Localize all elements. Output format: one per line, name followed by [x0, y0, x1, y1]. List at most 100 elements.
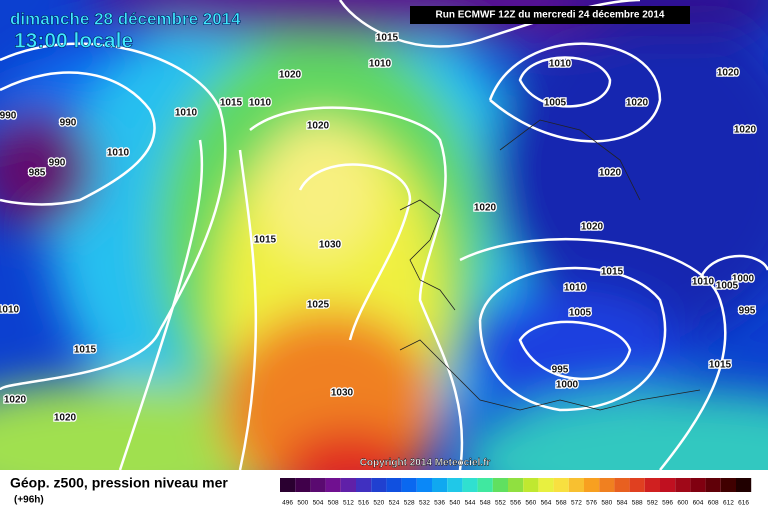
scale-label: 512	[343, 500, 354, 507]
isobars	[0, 0, 768, 471]
isobar-label: 1015	[254, 235, 277, 246]
isobar-label: 1010	[175, 108, 198, 119]
scale-label: 584	[617, 500, 628, 507]
isobar-label: 1020	[279, 70, 302, 81]
scale-label: 572	[571, 500, 582, 507]
isobar-label: 1010	[249, 98, 272, 109]
color-swatch	[340, 478, 356, 492]
color-swatch	[614, 478, 630, 492]
run-box	[410, 6, 690, 24]
isobar-label: 1010	[0, 305, 20, 316]
isobar-label: 1005	[569, 308, 592, 319]
color-swatch	[538, 478, 554, 492]
footer-lead: (+96h)	[14, 495, 44, 506]
isobar-label: 1020	[54, 413, 77, 424]
color-swatch	[675, 478, 691, 492]
scale-label: 540	[449, 500, 460, 507]
scale-label: 524	[389, 500, 400, 507]
color-swatch	[477, 478, 493, 492]
isobar-label: 1015	[376, 33, 399, 44]
scale-label: 600	[677, 500, 688, 507]
isobar-label: 1010	[692, 277, 715, 288]
isobar-label: 995	[552, 365, 569, 376]
color-swatch	[280, 478, 296, 492]
coastlines	[399, 119, 701, 411]
color-swatch	[432, 478, 448, 492]
scale-label: 608	[708, 500, 719, 507]
scale-label: 612	[723, 500, 734, 507]
color-swatch	[584, 478, 600, 492]
color-swatch	[629, 478, 645, 492]
color-swatch	[310, 478, 326, 492]
isobar-label: 1000	[732, 274, 755, 285]
isobar-label: 1030	[331, 388, 354, 399]
color-swatch	[371, 478, 387, 492]
isobar-label: 1020	[474, 203, 497, 214]
color-swatch	[599, 478, 615, 492]
color-swatch	[720, 478, 736, 492]
scale-label: 500	[297, 500, 308, 507]
scale-label: 560	[525, 500, 536, 507]
color-swatch	[523, 478, 539, 492]
scale-label: 604	[693, 500, 704, 507]
color-swatch	[568, 478, 584, 492]
footer-title: Géop. z500, pression niveau mer	[10, 475, 228, 491]
scale-label: 552	[495, 500, 506, 507]
isobar-label: 1010	[549, 59, 572, 70]
isobar-label: 1015	[709, 360, 732, 371]
isobar-label: 990	[0, 111, 17, 122]
isobar-label: 1020	[307, 121, 330, 132]
color-swatch	[553, 478, 569, 492]
scale-label: 564	[541, 500, 552, 507]
scale-label: 596	[662, 500, 673, 507]
scale-label: 508	[328, 500, 339, 507]
scale-label: 520	[373, 500, 384, 507]
scale-label: 576	[586, 500, 597, 507]
isobar-label: 1015	[74, 345, 97, 356]
scale-label: 548	[480, 500, 491, 507]
isobar-label: 1020	[734, 125, 757, 136]
color-swatch	[325, 478, 341, 492]
isobar-label: 1015	[601, 267, 624, 278]
color-swatch	[462, 478, 478, 492]
scale-label: 592	[647, 500, 658, 507]
color-swatch	[356, 478, 372, 492]
color-swatch	[295, 478, 311, 492]
color-swatch	[447, 478, 463, 492]
color-swatch	[690, 478, 706, 492]
isobar-label: 1020	[626, 98, 649, 109]
color-scale: 496 500 504 508 512 516 520 524 528 532 536 540 544 5…	[280, 478, 752, 507]
isobar-label: 1005	[544, 98, 567, 109]
run-info: Run ECMWF 12Z du mercredi 24 décembre 20…	[436, 10, 665, 21]
scale-label: 556	[510, 500, 521, 507]
isobar-label: 1020	[4, 395, 27, 406]
color-swatch	[705, 478, 721, 492]
scale-label: 616	[738, 500, 749, 507]
color-swatch	[508, 478, 524, 492]
copyright: Copyright 2014 Meteociel.fr	[360, 458, 491, 469]
isobar-label: 1010	[107, 148, 130, 159]
scale-label: 568	[556, 500, 567, 507]
isobar-label: 990	[60, 118, 77, 129]
color-swatch	[401, 478, 417, 492]
isobar-label: 1020	[581, 222, 604, 233]
isobar-label: 1010	[369, 59, 392, 70]
scale-label: 536	[434, 500, 445, 507]
date: dimanche 28 décembre 2014	[10, 9, 241, 28]
scale-label: 516	[358, 500, 369, 507]
color-swatch	[416, 478, 432, 492]
scale-label: 532	[419, 500, 430, 507]
isobar-label: 990	[49, 158, 66, 169]
color-swatch	[492, 478, 508, 492]
color-swatch	[644, 478, 660, 492]
isobar-label: 1005	[716, 281, 739, 292]
isobar-label: 1025	[307, 300, 330, 311]
scale-label: 528	[404, 500, 415, 507]
scale-label: 504	[313, 500, 324, 507]
isobar-label: 995	[739, 306, 756, 317]
time: 13:00 locale	[14, 30, 133, 53]
scale-label: 496	[282, 500, 293, 507]
color-swatch	[736, 478, 752, 492]
